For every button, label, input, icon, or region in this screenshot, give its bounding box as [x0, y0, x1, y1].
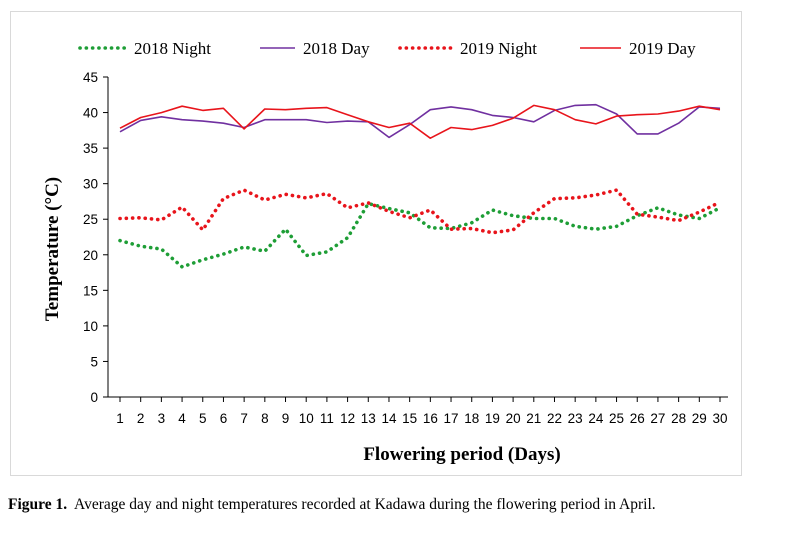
- x-tick-label: 13: [361, 411, 376, 426]
- y-axis-title: Temperature (°C): [42, 177, 63, 321]
- legend-label: 2018 Night: [134, 39, 211, 58]
- x-tick-label: 15: [402, 411, 417, 426]
- x-axis-title: Flowering period (Days): [363, 444, 560, 465]
- y-axis: 0 5 10 15 20 25 30 35 40 45: [83, 70, 109, 405]
- x-tick-label: 6: [220, 411, 228, 426]
- x-tick-label: 11: [320, 411, 334, 426]
- x-tick-label: 28: [671, 411, 686, 426]
- chart: 2018 Night 2018 Day 2019 Night 2019 Day 0 5 1…: [42, 39, 728, 465]
- series-line-2019-night: [118, 188, 722, 235]
- legend-label: 2019 Night: [460, 39, 537, 58]
- x-tick-label: 5: [199, 411, 207, 426]
- x-tick-label: 12: [340, 411, 355, 426]
- x-tick-label: 14: [381, 411, 397, 426]
- x-tick-label: 8: [261, 411, 269, 426]
- y-tick-label: 10: [83, 319, 98, 334]
- y-tick-label: 30: [83, 177, 98, 192]
- x-tick-label: 30: [712, 411, 727, 426]
- x-tick-label: 21: [526, 411, 541, 426]
- legend-label: 2018 Day: [303, 39, 370, 58]
- y-tick-label: 40: [83, 106, 98, 121]
- x-tick-label: 4: [178, 411, 186, 426]
- x-tick-label: 23: [568, 411, 583, 426]
- series-line-2019-day: [119, 104, 721, 139]
- y-tick-label: 5: [90, 354, 98, 369]
- y-tick-label: 0: [90, 390, 98, 405]
- x-tick-label: 7: [240, 411, 248, 426]
- series-line-2018-night: [118, 201, 722, 269]
- x-tick-label: 16: [423, 411, 438, 426]
- x-tick-label: 22: [547, 411, 562, 426]
- y-tick-label: 25: [83, 212, 98, 227]
- x-tick-label: 3: [158, 411, 166, 426]
- x-tick-label: 24: [588, 411, 604, 426]
- y-tick-label: 15: [83, 283, 98, 298]
- caption-label: Figure 1.: [8, 496, 68, 513]
- y-tick-label: 45: [83, 70, 98, 85]
- series-line-2018-day: [119, 103, 721, 139]
- legend-label: 2019 Day: [629, 39, 696, 58]
- x-tick-label: 9: [282, 411, 290, 426]
- legend: 2018 Night 2018 Day 2019 Night 2019 Day: [78, 39, 696, 58]
- y-tick-label: 20: [83, 248, 98, 263]
- x-tick-label: 20: [506, 411, 521, 426]
- x-tick-label: 25: [609, 411, 624, 426]
- x-tick-label: 19: [485, 411, 500, 426]
- caption-text: Average day and night temperatures recor…: [74, 496, 656, 513]
- x-tick-label: 17: [444, 411, 459, 426]
- x-tick-label: 2: [137, 411, 145, 426]
- x-tick-label: 18: [464, 411, 479, 426]
- figure-caption: Figure 1. Average day and night temperat…: [8, 493, 783, 516]
- y-tick-label: 35: [83, 141, 98, 156]
- x-tick-label: 29: [692, 411, 707, 426]
- x-axis: 1 2 3 4 5 6 7 8 9 10 11 12 13 14 15 16 17 18 19 20 21 22 23 24 2…: [108, 396, 728, 426]
- x-tick-label: 26: [630, 411, 645, 426]
- x-tick-label: 27: [650, 411, 665, 426]
- x-tick-label: 10: [299, 411, 314, 426]
- series-layer: [118, 103, 722, 269]
- x-tick-label: 1: [116, 411, 124, 426]
